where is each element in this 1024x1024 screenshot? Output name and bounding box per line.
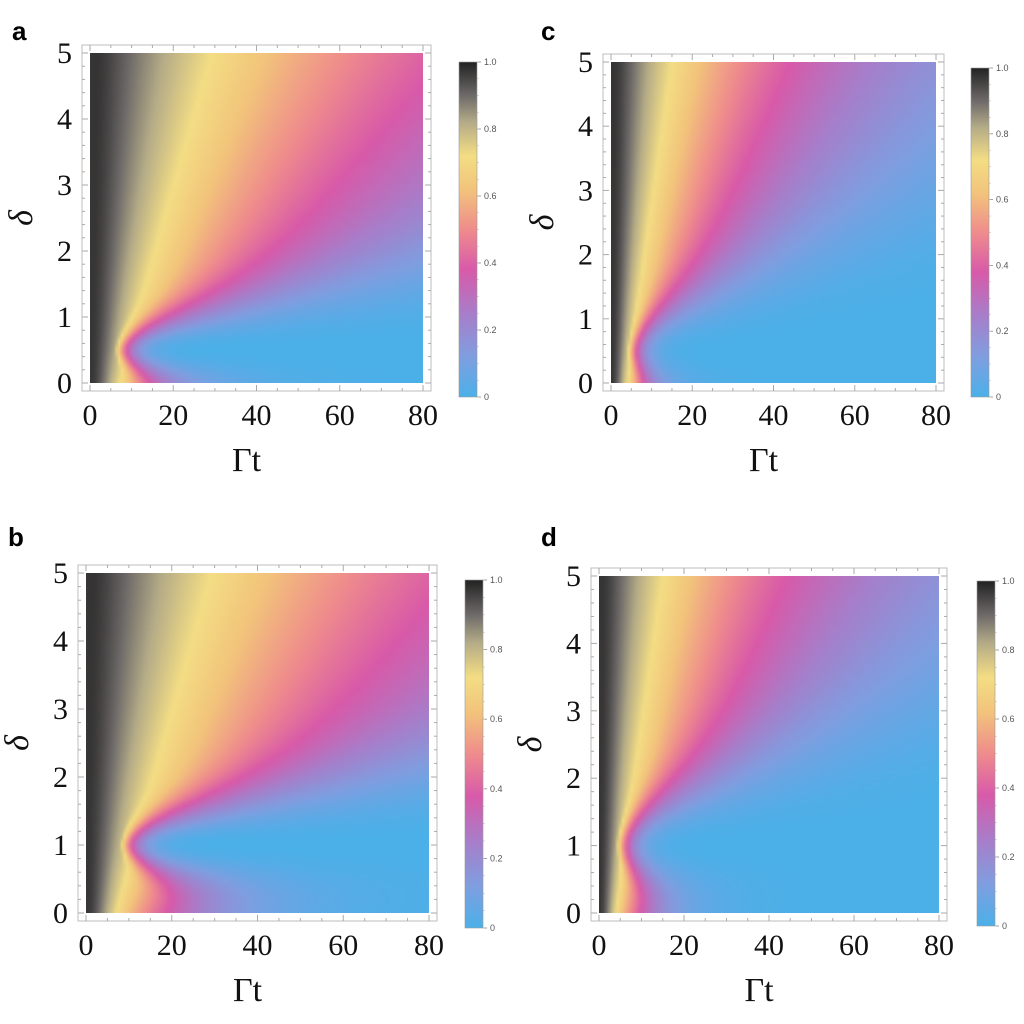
panel-c: c 0 20 40 60 80 0 1 2 3 4 5 Γt δ 0 0.2 0.4 0.6 0.8 1.0 <box>524 16 1009 479</box>
x-tick-label: 60 <box>328 929 358 962</box>
y-tick-label: 0 <box>53 897 68 930</box>
x-tick-label: 60 <box>839 929 869 962</box>
colorbar-tick-label: 0.8 <box>1002 645 1015 655</box>
y-tick-label: 1 <box>57 301 72 334</box>
y-tick-label: 3 <box>566 695 581 728</box>
y-tick-label: 5 <box>578 46 593 79</box>
y-tick-label: 5 <box>566 560 581 593</box>
panel-a: a 0 20 40 60 80 0 1 2 3 4 5 Γt δ 0 0.2 0.4 0.6 0.8 1.0 <box>3 16 497 479</box>
y-axis-label: δ <box>524 213 561 230</box>
colorbar-tick-label: 1.0 <box>490 575 503 585</box>
x-tick-label: 40 <box>759 399 789 432</box>
heatmap-d <box>599 576 939 913</box>
y-tick-label: 1 <box>53 829 68 862</box>
panel-d: d 0 20 40 60 80 0 1 2 3 4 5 Γt δ 0 0.2 0.4 0.6 0.8 1.0 <box>512 522 1015 1009</box>
colorbar-tick-label: 0.2 <box>1002 852 1015 862</box>
colorbar-tick-label: 0.4 <box>490 784 503 794</box>
x-axis-label: Γt <box>232 442 262 479</box>
x-tick-label: 40 <box>242 399 272 432</box>
x-axis-label: Γt <box>233 972 263 1009</box>
y-tick-label: 2 <box>566 762 581 795</box>
colorbar-b <box>464 579 484 929</box>
x-axis-label: Γt <box>744 972 774 1009</box>
x-tick-label: 20 <box>158 399 188 432</box>
y-tick-label: 4 <box>57 103 72 136</box>
colorbar-tick-label: 0.8 <box>996 129 1009 139</box>
heatmap-c <box>611 62 936 383</box>
panel-letter-c: c <box>541 16 555 46</box>
colorbar-tick-label: 0 <box>484 392 489 402</box>
panel-letter-d: d <box>541 522 557 552</box>
colorbar-tick-label: 0.4 <box>1002 783 1015 793</box>
y-tick-label: 3 <box>57 169 72 202</box>
panel-b: b 0 20 40 60 80 0 1 2 3 4 5 Γt δ 0 0.2 0.4 0.6 0.8 1.0 <box>0 522 503 1009</box>
x-tick-label: 0 <box>604 399 619 432</box>
y-tick-label: 4 <box>578 110 593 143</box>
y-axis-label: δ <box>512 735 549 752</box>
heatmap-a <box>90 53 423 383</box>
colorbar-tick-label: 0.6 <box>1002 714 1015 724</box>
x-tick-label: 20 <box>157 929 187 962</box>
y-tick-label: 5 <box>57 37 72 70</box>
y-axis-label: δ <box>0 734 36 751</box>
x-axis-label: Γt <box>749 442 779 479</box>
x-tick-label: 20 <box>669 929 699 962</box>
x-tick-label: 40 <box>754 929 784 962</box>
y-tick-label: 1 <box>578 303 593 336</box>
y-axis-label: δ <box>3 209 40 226</box>
y-tick-label: 1 <box>566 830 581 863</box>
colorbar-tick-label: 1.0 <box>484 57 497 67</box>
colorbar-a <box>458 61 478 398</box>
colorbar-tick-label: 1.0 <box>1002 576 1015 586</box>
colorbar-tick-label: 0.6 <box>996 195 1009 205</box>
panel-letter-b: b <box>8 522 24 552</box>
colorbar-tick-label: 0.4 <box>484 258 497 268</box>
colorbar-d <box>976 580 996 927</box>
x-tick-label: 40 <box>243 929 273 962</box>
x-tick-label: 80 <box>924 929 954 962</box>
colorbar-tick-label: 1.0 <box>996 63 1009 73</box>
colorbar-tick-label: 0.8 <box>490 645 503 655</box>
colorbar-tick-label: 0.6 <box>490 714 503 724</box>
y-tick-label: 3 <box>53 693 68 726</box>
colorbar-tick-label: 0.2 <box>484 325 497 335</box>
y-tick-label: 2 <box>578 239 593 272</box>
y-tick-label: 0 <box>57 367 72 400</box>
y-tick-label: 3 <box>578 174 593 207</box>
x-tick-label: 60 <box>325 399 355 432</box>
colorbar-tick-label: 0 <box>996 392 1001 402</box>
colorbar-tick-label: 0.2 <box>490 853 503 863</box>
colorbar-tick-label: 0.6 <box>484 191 497 201</box>
x-tick-label: 80 <box>408 399 438 432</box>
colorbar-tick-label: 0.2 <box>996 326 1009 336</box>
panel-letter-a: a <box>12 16 27 46</box>
y-tick-label: 0 <box>578 367 593 400</box>
y-tick-label: 0 <box>566 897 581 930</box>
x-tick-label: 60 <box>840 399 870 432</box>
x-tick-label: 0 <box>83 399 98 432</box>
y-tick-label: 4 <box>53 625 68 658</box>
x-tick-label: 80 <box>414 929 444 962</box>
heatmap-b <box>86 573 429 913</box>
colorbar-tick-label: 0.8 <box>484 124 497 134</box>
colorbar-c <box>970 67 990 398</box>
y-tick-label: 2 <box>53 761 68 794</box>
y-tick-label: 2 <box>57 235 72 268</box>
y-tick-label: 5 <box>53 557 68 590</box>
x-tick-label: 80 <box>921 399 951 432</box>
colorbar-tick-label: 0 <box>490 923 495 933</box>
x-tick-label: 0 <box>79 929 94 962</box>
x-tick-label: 20 <box>677 399 707 432</box>
colorbar-tick-label: 0 <box>1002 921 1007 931</box>
x-tick-label: 0 <box>592 929 607 962</box>
y-tick-label: 4 <box>566 627 581 660</box>
colorbar-tick-label: 0.4 <box>996 260 1009 270</box>
